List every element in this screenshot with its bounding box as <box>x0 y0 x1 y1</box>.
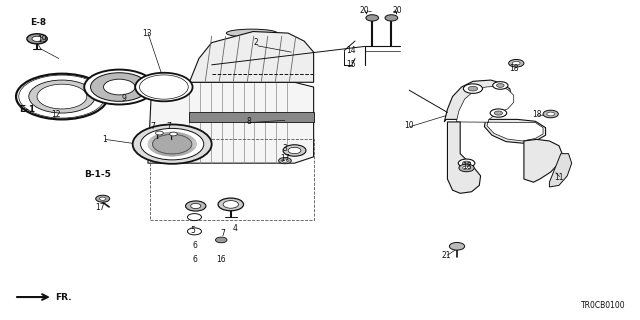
Text: 7: 7 <box>166 122 172 131</box>
Circle shape <box>283 145 306 156</box>
Circle shape <box>156 131 163 135</box>
Circle shape <box>132 124 212 164</box>
Circle shape <box>458 159 475 167</box>
Polygon shape <box>456 86 543 141</box>
Text: 14: 14 <box>346 46 355 55</box>
Polygon shape <box>189 112 314 122</box>
Circle shape <box>509 60 524 67</box>
Circle shape <box>27 34 47 44</box>
Text: E-1: E-1 <box>19 105 35 114</box>
Text: 13: 13 <box>142 28 152 38</box>
Circle shape <box>37 84 87 109</box>
Circle shape <box>288 147 301 154</box>
Circle shape <box>543 110 558 118</box>
Text: 18: 18 <box>462 162 471 171</box>
Text: 9: 9 <box>122 94 127 103</box>
Circle shape <box>188 228 202 235</box>
Circle shape <box>135 73 193 101</box>
Circle shape <box>547 112 554 116</box>
Text: B-1-5: B-1-5 <box>84 170 111 179</box>
Circle shape <box>463 166 470 170</box>
Text: 5: 5 <box>190 226 195 235</box>
Text: 18: 18 <box>509 63 519 73</box>
Circle shape <box>104 79 135 95</box>
Text: 1: 1 <box>102 135 107 144</box>
Text: 20: 20 <box>393 6 403 15</box>
Text: 11: 11 <box>554 173 564 182</box>
Circle shape <box>449 243 465 250</box>
Circle shape <box>141 128 204 160</box>
Text: 2: 2 <box>254 38 259 47</box>
Circle shape <box>468 86 477 91</box>
Text: 3: 3 <box>282 144 287 153</box>
Text: 18: 18 <box>532 109 541 118</box>
Text: 10: 10 <box>404 121 414 130</box>
Circle shape <box>366 15 379 21</box>
Circle shape <box>186 201 206 211</box>
Text: 21: 21 <box>442 251 451 260</box>
Circle shape <box>16 74 108 119</box>
Text: FR.: FR. <box>17 292 72 301</box>
Text: 6: 6 <box>192 241 197 250</box>
Text: 20: 20 <box>360 6 369 15</box>
Circle shape <box>32 36 42 41</box>
Circle shape <box>385 15 397 21</box>
Circle shape <box>459 164 474 172</box>
Polygon shape <box>524 140 562 182</box>
Text: 17: 17 <box>95 203 105 212</box>
Polygon shape <box>444 80 545 143</box>
Text: 6: 6 <box>192 255 197 264</box>
Circle shape <box>216 237 227 243</box>
Ellipse shape <box>227 29 277 37</box>
Circle shape <box>188 214 202 220</box>
Text: 17: 17 <box>280 154 290 163</box>
Polygon shape <box>189 32 314 82</box>
Polygon shape <box>549 154 572 187</box>
Circle shape <box>19 75 105 118</box>
Circle shape <box>494 111 502 115</box>
Text: 7: 7 <box>150 122 156 131</box>
Circle shape <box>463 84 483 93</box>
Text: 19: 19 <box>36 35 46 44</box>
Text: 12: 12 <box>51 109 60 118</box>
Circle shape <box>170 132 177 136</box>
Circle shape <box>282 159 288 162</box>
Text: 8: 8 <box>246 117 251 126</box>
Circle shape <box>100 197 106 200</box>
Circle shape <box>84 69 154 105</box>
Circle shape <box>96 195 109 202</box>
Circle shape <box>463 161 470 165</box>
Circle shape <box>223 201 239 208</box>
Circle shape <box>191 204 201 209</box>
Text: 4: 4 <box>233 224 237 233</box>
Text: 15: 15 <box>346 60 355 69</box>
Text: 16: 16 <box>216 255 226 264</box>
Text: TR0CB0100: TR0CB0100 <box>581 301 626 310</box>
Circle shape <box>90 73 148 101</box>
Polygon shape <box>447 122 481 193</box>
Circle shape <box>29 80 95 113</box>
Circle shape <box>278 157 291 164</box>
Circle shape <box>218 198 244 211</box>
Circle shape <box>152 134 192 154</box>
Circle shape <box>140 75 188 99</box>
Text: E-8: E-8 <box>30 18 46 27</box>
Text: 7: 7 <box>221 229 225 238</box>
Circle shape <box>490 109 507 117</box>
Polygon shape <box>148 82 314 163</box>
Circle shape <box>513 61 520 65</box>
Circle shape <box>497 84 504 87</box>
Circle shape <box>493 82 508 89</box>
